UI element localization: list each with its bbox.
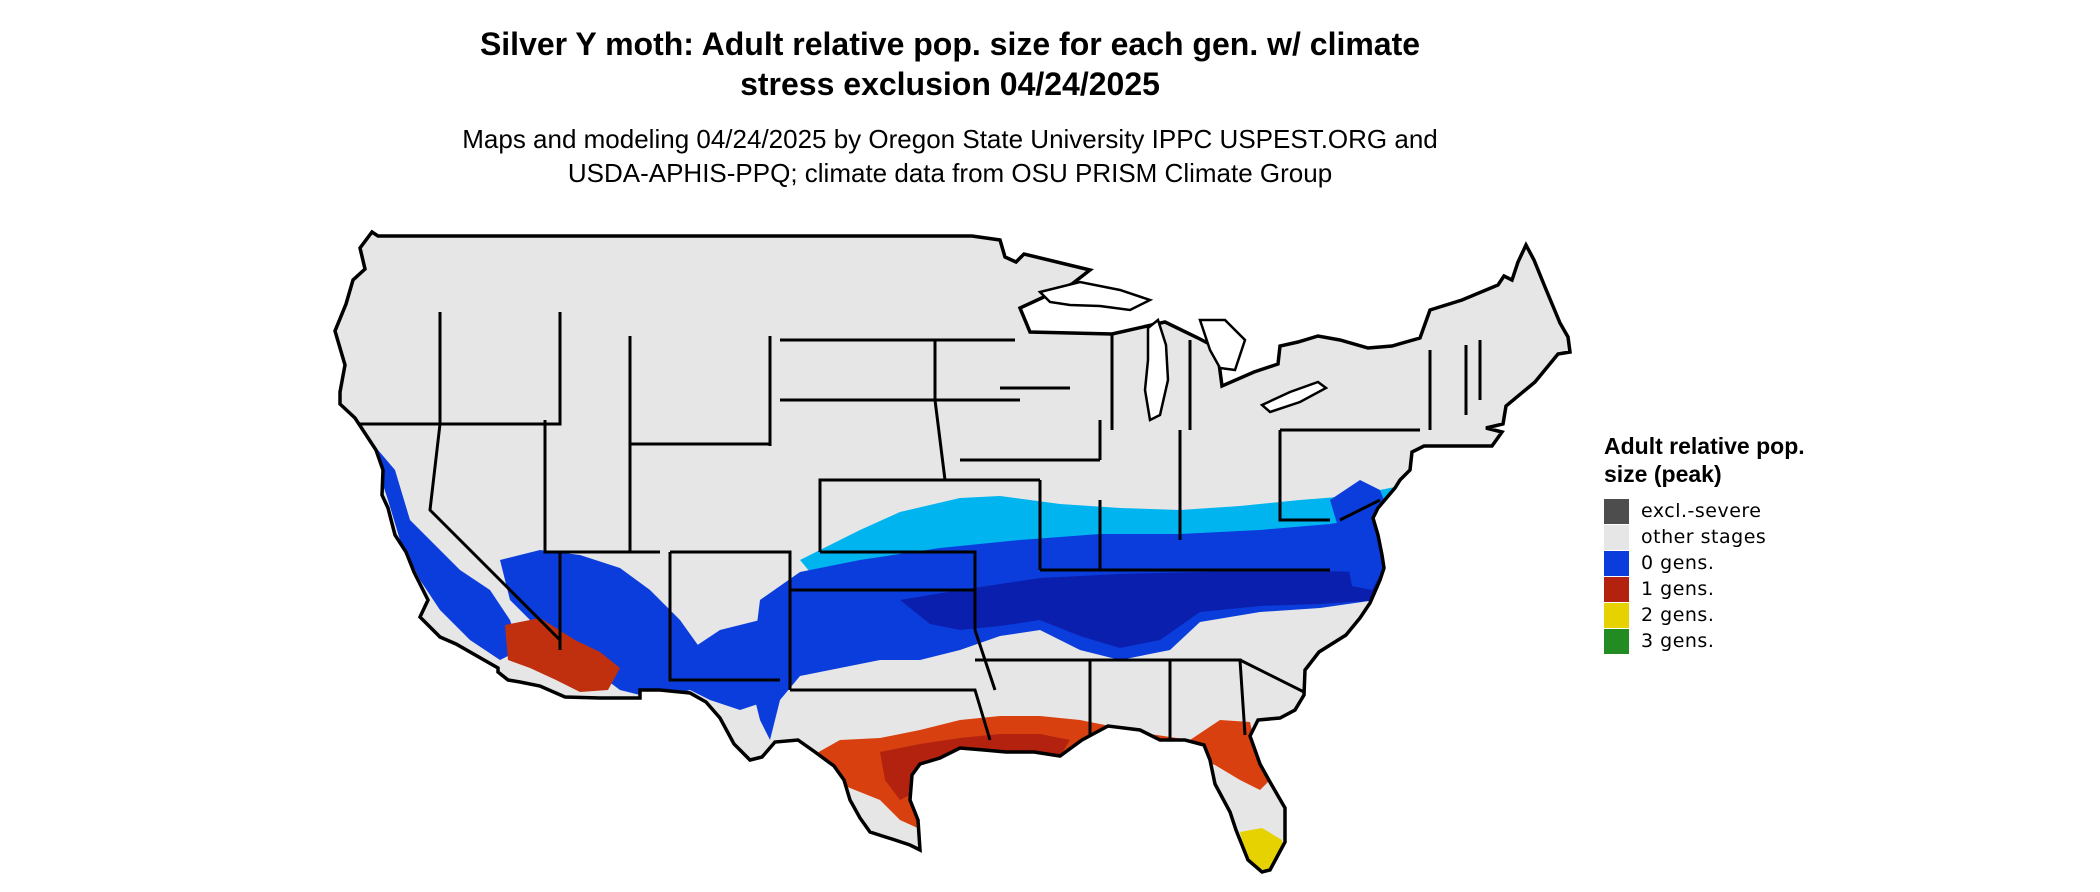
map-title-line1: Silver Y moth: Adult relative pop. size …: [479, 26, 1421, 62]
zone-new-mexico-blue: [690, 620, 790, 710]
legend-item: 2 gens.: [1604, 602, 1844, 628]
zone-southwest-blue: [500, 550, 700, 700]
legend-swatch: [1604, 628, 1629, 654]
legend-swatch: [1604, 576, 1629, 602]
map-subtitle-line2: USDA-APHIS-PPQ; climate data from OSU PR…: [567, 158, 1333, 188]
legend-item: 1 gens.: [1604, 576, 1844, 602]
zone-arizona-red: [505, 618, 620, 692]
map-title: Silver Y moth: Adult relative pop. size …: [380, 24, 1520, 104]
legend-swatch: [1604, 550, 1629, 576]
legend-item: other stages: [1604, 524, 1844, 550]
legend-title: Adult relative pop. size (peak): [1604, 433, 1805, 487]
legend-item: 0 gens.: [1604, 550, 1844, 576]
legend-swatch: [1604, 498, 1629, 524]
lake-huron: [1198, 318, 1247, 372]
map-subtitle: Maps and modeling 04/24/2025 by Oregon S…: [380, 122, 1520, 190]
map-subtitle-line1: Maps and modeling 04/24/2025 by Oregon S…: [462, 124, 1438, 154]
legend-items: excl.-severe other stages 0 gens. 1 gens. 2 …: [1604, 498, 1844, 654]
legend-label: 3 gens.: [1641, 630, 1715, 652]
legend: Adult relative pop. size (peak) excl.-se…: [1604, 432, 1844, 654]
legend-label: 2 gens.: [1641, 604, 1715, 626]
state-borders: [345, 312, 1482, 741]
legend-swatch: [1604, 602, 1629, 628]
legend-swatch: [1604, 524, 1629, 550]
lake-michigan: [1143, 317, 1170, 422]
legend-label: 1 gens.: [1641, 578, 1715, 600]
us-outline: [333, 229, 1572, 874]
zone-dark-blue: [900, 570, 1400, 648]
legend-label: 0 gens.: [1641, 552, 1715, 574]
legend-item: 3 gens.: [1604, 628, 1844, 654]
map-title-line2: stress exclusion 04/24/2025: [740, 66, 1160, 102]
great-lakes: [1037, 280, 1329, 422]
lake-erie: [1259, 380, 1329, 414]
legend-item: excl.-severe: [1604, 498, 1844, 524]
legend-label: excl.-severe: [1641, 500, 1762, 522]
zone-california-blue: [378, 450, 520, 660]
lake-superior: [1037, 280, 1154, 312]
legend-label: other stages: [1641, 526, 1767, 548]
